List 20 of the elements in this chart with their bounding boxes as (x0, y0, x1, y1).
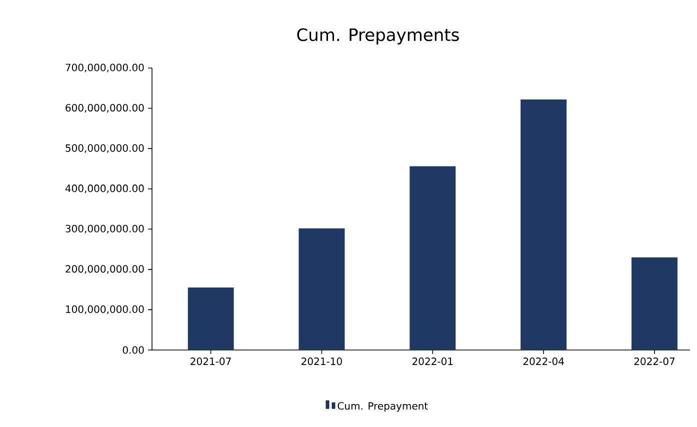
x-tick-label: 2021-07 (190, 358, 231, 366)
x-tick-label: 2022-01 (412, 358, 453, 366)
bar (188, 288, 234, 350)
bar (520, 99, 567, 350)
y-tick-label: 0.00 (122, 346, 144, 354)
bar (410, 166, 456, 350)
x-tick-label: 2022-07 (634, 358, 675, 366)
bar (298, 228, 345, 350)
x-tick-label: 2022-04 (523, 358, 564, 366)
x-tick-label: 2021-10 (302, 358, 342, 366)
y-tick-label: 400,000,000.00 (65, 184, 144, 194)
y-tick-label: 300,000,000.00 (66, 224, 144, 234)
legend-label: Cum. Prepayment (338, 402, 428, 412)
y-tick-label: 100,000,000.00 (66, 305, 144, 314)
y-tick-label: 700,000,000.00 (66, 64, 144, 72)
y-tick-label: 600,000,000.00 (66, 104, 144, 113)
bar (632, 257, 678, 350)
y-tick-label: 500,000,000.00 (66, 144, 144, 153)
chart-title: Cum. Prepayments (297, 28, 459, 44)
y-tick-label: 200,000,000.00 (66, 265, 144, 274)
